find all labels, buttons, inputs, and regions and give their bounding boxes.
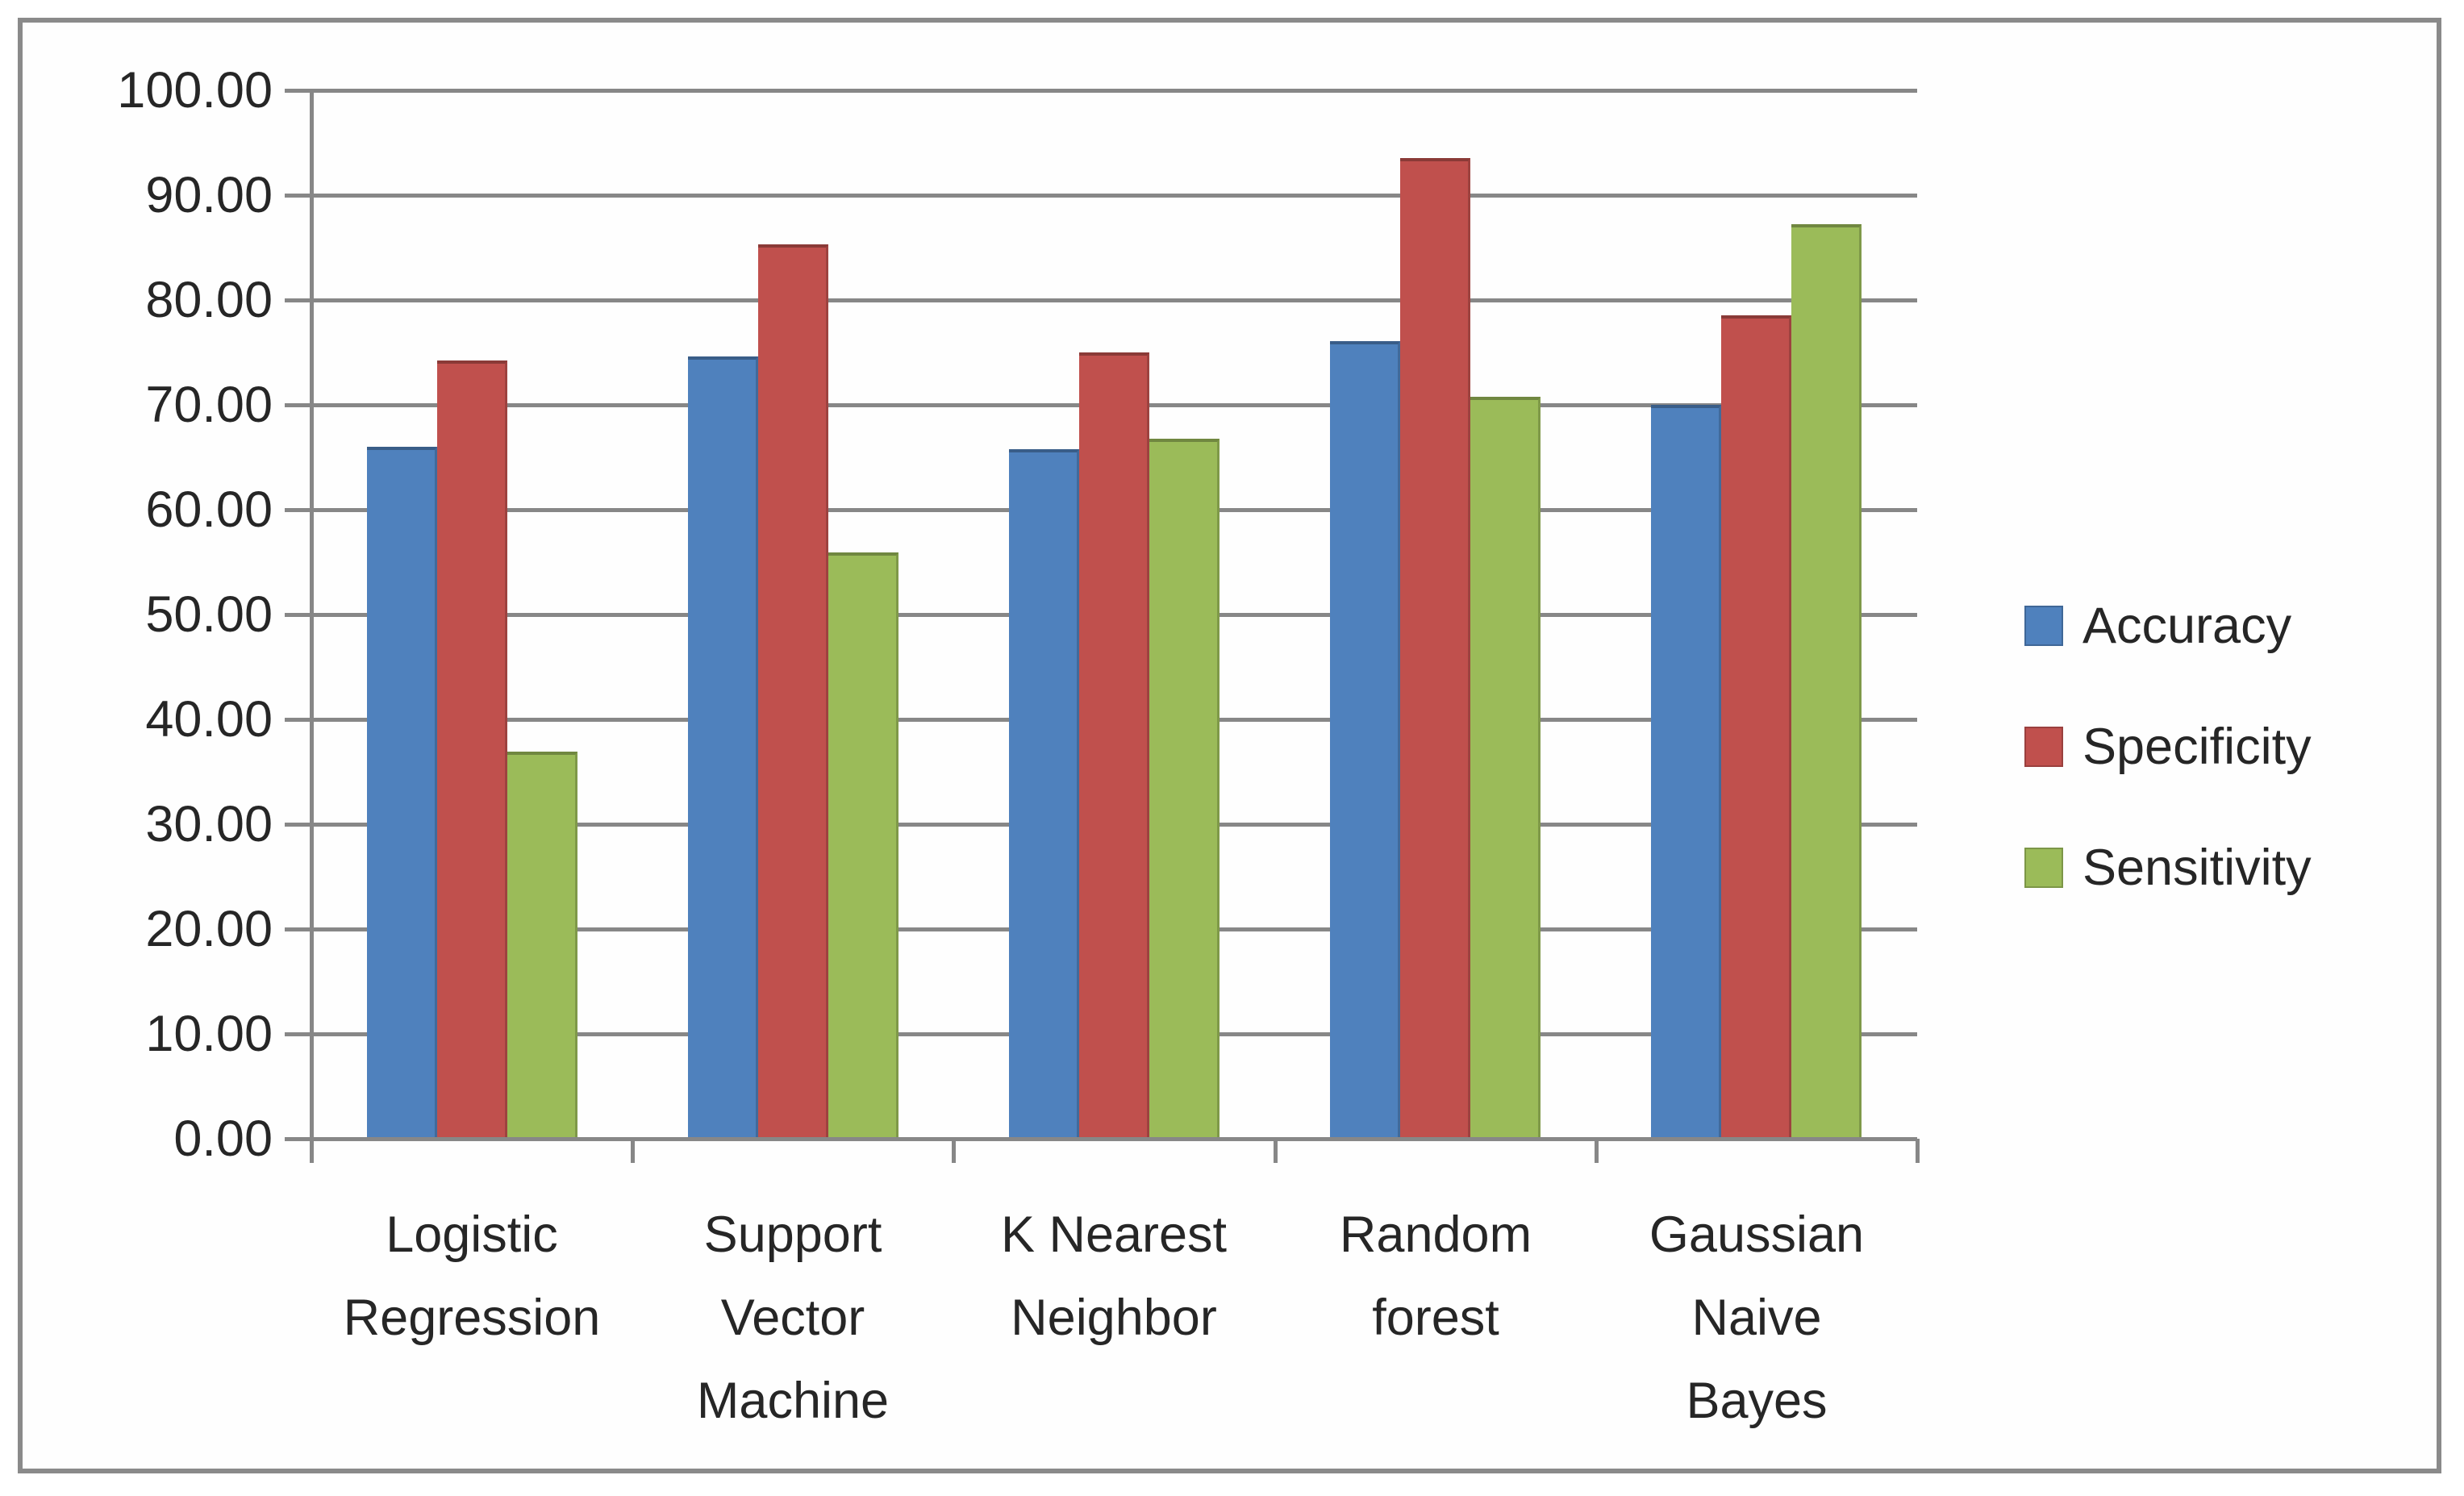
legend-item-accuracy: Accuracy [2024,597,2291,655]
y-axis-line [310,90,314,1163]
legend-marker-accuracy [2024,606,2063,646]
x-category-label-logistic-regression: Logistic Regression [311,1194,632,1360]
legend-label-specificity: Specificity [2083,719,2312,775]
x-category-label-line: Regression [343,1290,601,1346]
bar-sensitivity-support-vector-machine [828,552,898,1139]
legend-item-sensitivity: Sensitivity [2024,839,2312,897]
bar-specificity-logistic-regression [437,360,507,1139]
x-category-label-line: Gaussian [1649,1206,1865,1263]
x-axis-category-tick [952,1139,956,1163]
gridline-100 [285,89,1917,93]
bar-specificity-random-forest [1400,158,1470,1139]
x-category-label-random-forest: Random forest [1275,1194,1596,1360]
bar-sensitivity-random-forest [1470,397,1541,1139]
x-category-label-line: Logistic [386,1206,558,1263]
y-tick-label-0: 0.00 [173,1111,273,1167]
bar-specificity-k-nearest-neighbor [1079,352,1149,1139]
bar-accuracy-random-forest [1330,341,1400,1139]
x-category-label-line: Support [703,1206,882,1263]
bar-specificity-support-vector-machine [758,244,828,1139]
x-category-label-line: Neighbor [1011,1290,1217,1346]
bar-accuracy-gaussian-naive-bayes [1651,405,1721,1139]
legend-marker-specificity [2024,727,2063,767]
x-category-label-line: K Nearest [1000,1206,1228,1263]
y-tick-label-40: 40.00 [145,691,273,748]
x-category-label-line: Vector [720,1290,865,1346]
y-tick-label-80: 80.00 [145,272,273,328]
bar-sensitivity-gaussian-naive-bayes [1791,224,1862,1139]
x-category-label-support-vector-machine: Support Vector Machine [632,1194,953,1443]
gridline-80 [285,298,1917,302]
chart-outer-frame: 0.00 10.00 20.00 30.00 40.00 50.00 60.00 70.00 8… [18,18,2441,1473]
x-category-label-line: Random [1339,1206,1532,1263]
x-category-label-gaussian-naive-bayes: Gaussian Naive Bayes [1596,1194,1917,1443]
y-tick-label-30: 30.00 [145,796,273,852]
bar-specificity-gaussian-naive-bayes [1721,315,1791,1139]
x-category-label-line: Bayes [1686,1373,1828,1429]
x-axis-category-tick [310,1139,314,1163]
x-category-label-line: Machine [696,1373,890,1429]
x-category-label-line: forest [1372,1290,1499,1346]
x-axis-category-tick [1916,1139,1920,1163]
bar-sensitivity-logistic-regression [507,752,577,1139]
x-axis-category-tick [631,1139,635,1163]
legend-marker-sensitivity [2024,848,2063,888]
y-tick-label-50: 50.00 [145,586,273,643]
bar-sensitivity-k-nearest-neighbor [1149,439,1219,1139]
x-axis-line [285,1137,1917,1141]
y-tick-label-20: 20.00 [145,901,273,957]
y-tick-label-90: 90.00 [145,167,273,223]
y-tick-label-10: 10.00 [145,1006,273,1062]
x-axis-category-tick [1274,1139,1278,1163]
gridline-90 [285,194,1917,198]
bar-accuracy-k-nearest-neighbor [1009,449,1079,1139]
y-tick-label-60: 60.00 [145,481,273,538]
x-axis-category-tick [1595,1139,1599,1163]
legend-label-accuracy: Accuracy [2083,598,2292,654]
bar-accuracy-logistic-regression [367,447,437,1139]
y-tick-label-100: 100.00 [117,62,273,119]
y-tick-label-70: 70.00 [145,377,273,433]
legend-item-specificity: Specificity [2024,718,2312,776]
legend-label-sensitivity: Sensitivity [2083,840,2312,896]
x-category-label-line: Naive [1691,1290,1822,1346]
bar-accuracy-support-vector-machine [688,356,758,1139]
x-category-label-k-nearest-neighbor: K Nearest Neighbor [953,1194,1274,1360]
